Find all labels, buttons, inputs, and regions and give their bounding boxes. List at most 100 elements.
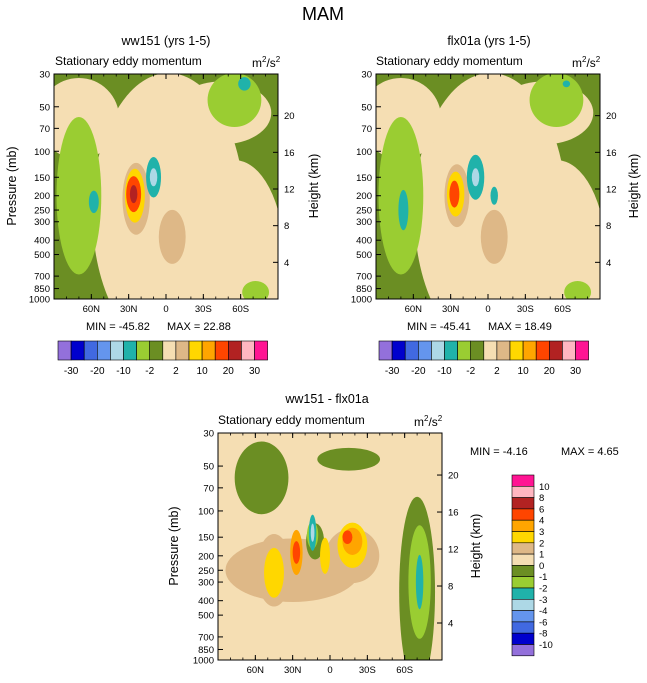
p3-colorbar-label: 3	[539, 527, 544, 538]
panel-1-ylabel-right: Height (km)	[307, 154, 321, 219]
p3-xtick-label: 30S	[359, 665, 376, 676]
p1-colorbar-label: 10	[197, 366, 209, 377]
p3-colorbar-label: -2	[539, 584, 547, 595]
p2-ytick-label: 500	[356, 250, 372, 261]
p3-colorbar-swatch	[511, 519, 535, 532]
p3-blob-5	[310, 523, 315, 542]
p2-rtick-label: 12	[606, 185, 617, 196]
p1-ytick-label: 250	[34, 206, 50, 217]
p2-colorbar-label: -10	[437, 366, 452, 377]
p2-colorbar-swatch	[509, 340, 524, 361]
p2-colorbar-swatch	[522, 340, 537, 361]
p1-colorbar-swatch	[149, 340, 164, 361]
p1-rtick-label: 12	[284, 185, 295, 196]
panel-1-colorbar: -30 -20 -10 -2 2 10 20 30	[57, 340, 268, 377]
p3-ytick-label: 100	[198, 506, 214, 517]
p2-rtick-label: 4	[606, 258, 611, 269]
p3-colorbar-swatch	[511, 598, 535, 611]
p1-blob-6	[149, 168, 158, 187]
p2-colorbar-swatch	[431, 340, 445, 361]
p3-colorbar-label: -6	[539, 617, 547, 628]
p2-colorbar-swatch	[417, 340, 432, 361]
p2-ytick-label: 200	[356, 191, 372, 202]
p3-blob-9	[342, 530, 353, 544]
panel-1-axes: 3050701001502002503004005007008501000481…	[29, 70, 295, 316]
panel-3-min: MIN = -4.16	[470, 446, 528, 458]
p1-xtick-label: 60S	[232, 304, 249, 315]
panel-3-subtitle: Stationary eddy momentum	[218, 413, 365, 427]
panel-3-title: ww151 - flx01a	[284, 392, 368, 406]
panel-2-colorbar: -30 -20 -10 -2 2 10 20 30	[378, 340, 589, 377]
p3-colorbar-swatch	[511, 644, 535, 657]
p3-colorbar-swatch	[511, 508, 535, 521]
p3-ytick-label: 300	[198, 578, 214, 589]
panel-2: flx01a (yrs 1-5) Stationary eddy momentu…	[351, 34, 641, 377]
p2-colorbar-swatch	[378, 340, 393, 361]
p3-ytick-label: 70	[203, 483, 214, 494]
panel-1-ylabel: Pressure (mb)	[5, 146, 19, 225]
p2-region-positive	[480, 209, 508, 264]
p1-ytick-label: 500	[34, 250, 50, 261]
p2-colorbar-swatch	[535, 340, 550, 361]
p3-ytick-label: 700	[198, 632, 214, 643]
p1-colorbar-label: -2	[145, 366, 154, 377]
p3-colorbar-swatch	[511, 632, 535, 645]
p2-colorbar-swatch	[483, 340, 498, 361]
p2-rtick-label: 8	[606, 221, 611, 232]
p2-ytick-label: 150	[356, 173, 372, 184]
p2-colorbar-label: -20	[411, 366, 426, 377]
panel-1: ww151 (yrs 1-5) Stationary eddy momentum…	[5, 34, 321, 377]
p1-blob-4	[129, 185, 138, 204]
p3-colorbar-label: 0	[539, 561, 544, 572]
p3-ytick-label: 50	[203, 462, 214, 473]
p1-ytick-label: 400	[34, 236, 50, 247]
p3-rtick-label: 16	[448, 508, 459, 519]
panel-2-subtitle: Stationary eddy momentum	[376, 54, 523, 68]
panel-2-min: MIN = -45.41	[407, 321, 471, 333]
p2-colorbar-swatch	[457, 340, 472, 361]
p1-region-negative	[242, 280, 270, 299]
p1-region-neutral	[185, 160, 278, 299]
p1-colorbar-swatch	[201, 340, 216, 361]
p1-xtick-label: 60N	[83, 304, 101, 315]
p1-colorbar-swatch	[136, 340, 151, 361]
p2-region-negative	[529, 74, 584, 128]
p1-ytick-label: 850	[34, 284, 50, 295]
p3-colorbar-label: 6	[539, 504, 544, 515]
p1-ytick-label: 150	[34, 173, 50, 184]
panel-2-ylabel-right: Height (km)	[627, 154, 641, 219]
p3-colorbar-label: 2	[539, 538, 544, 549]
p3-colorbar-swatch	[511, 497, 535, 510]
p2-colorbar-label: 10	[518, 366, 530, 377]
p1-rtick-label: 16	[284, 148, 295, 159]
p3-colorbar-label: -4	[539, 606, 547, 617]
p2-colorbar-swatch	[496, 340, 511, 361]
p3-colorbar-swatch	[511, 610, 535, 623]
p3-colorbar-label: 8	[539, 493, 544, 504]
p1-ytick-label: 200	[34, 191, 50, 202]
p1-colorbar-swatch	[97, 340, 111, 361]
panel-3-units: m2/s2	[414, 414, 443, 429]
p3-region-negative	[317, 447, 381, 471]
panel-3-max: MAX = 4.65	[561, 446, 619, 458]
p1-colorbar-swatch	[110, 340, 124, 361]
p1-ytick-label: 1000	[29, 295, 50, 306]
panel-2-max: MAX = 18.49	[488, 321, 552, 333]
p1-ytick-label: 30	[39, 70, 50, 81]
p3-colorbar-label: -8	[539, 629, 547, 640]
p1-xtick-label: 0	[163, 304, 168, 315]
p2-ytick-label: 30	[361, 70, 372, 81]
p3-rtick-label: 4	[448, 619, 453, 630]
p1-colorbar-label: -30	[64, 366, 79, 377]
p2-colorbar-label: -30	[385, 366, 400, 377]
p3-ytick-label: 1000	[193, 656, 214, 667]
p2-colorbar-swatch	[444, 340, 458, 361]
p2-region-negative	[564, 280, 592, 299]
p1-colorbar-swatch	[175, 340, 190, 361]
p2-ytick-label: 850	[356, 284, 372, 295]
panel-3-field	[218, 433, 442, 660]
p2-rtick-label: 20	[606, 111, 617, 122]
p3-colorbar-swatch	[511, 474, 535, 487]
p3-ytick-label: 400	[198, 596, 214, 607]
